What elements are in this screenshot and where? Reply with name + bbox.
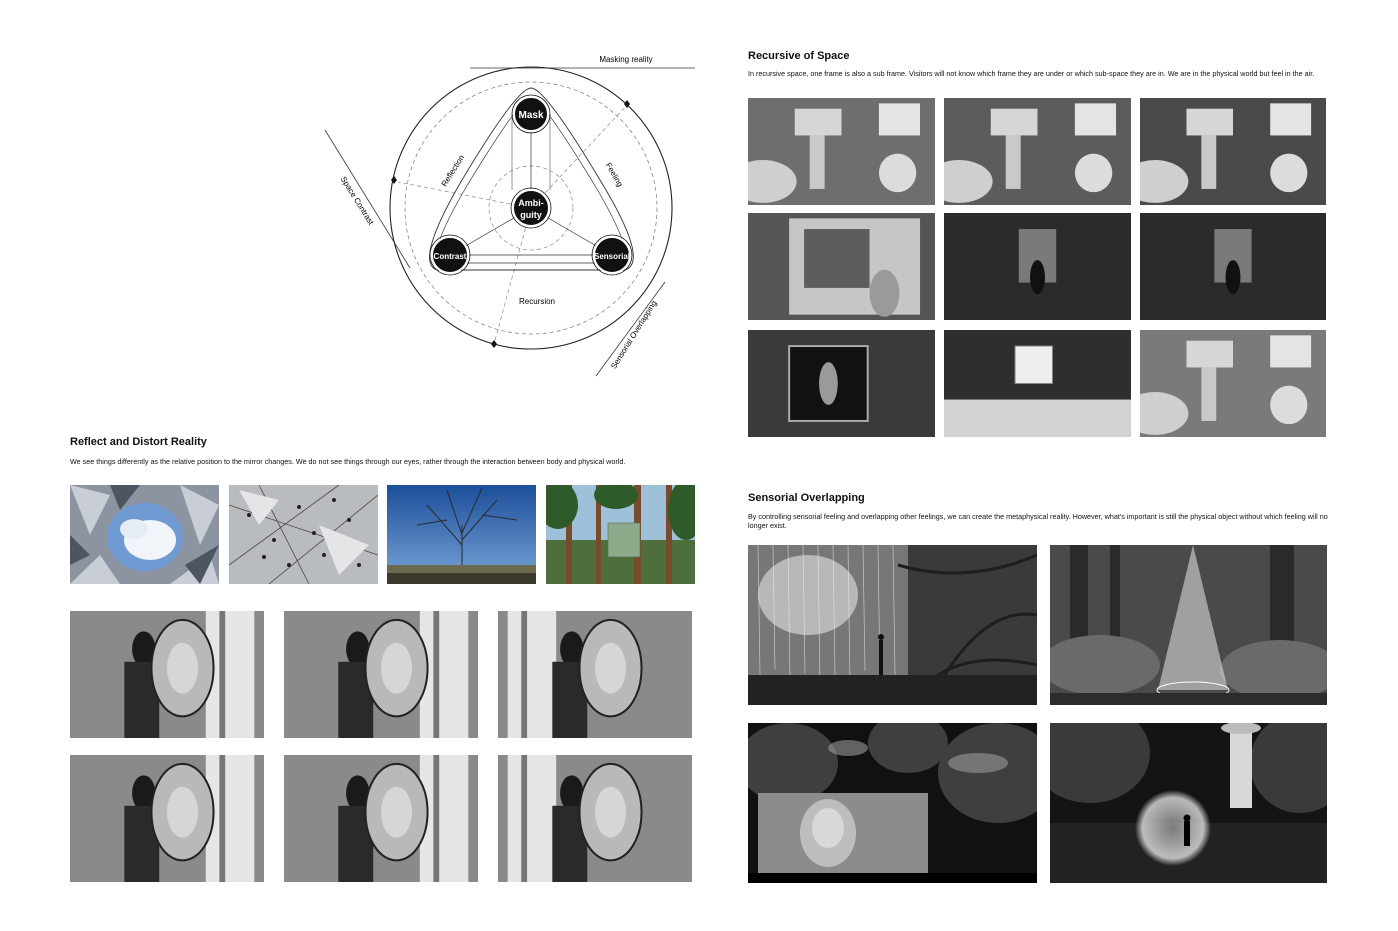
mirror-floor-crowd-photo [229,485,378,584]
reflect-title: Reflect and Distort Reality [70,436,207,448]
recursive-photo [1140,330,1326,437]
sensorial-overlapping-label: Sensorial Overlapping [609,299,658,371]
outer-circle [389,66,673,350]
feeling-label: Feeling [604,161,625,188]
contrast-label: Contrast [434,252,467,261]
recursive-photo [1140,98,1326,205]
recursive-photo [944,213,1131,320]
jungle-projection-photo [748,723,1037,883]
recursive-photo [748,98,935,205]
mirror-woman-photo [70,755,264,882]
mirror-woman-photo [284,755,478,882]
masking-reality-label: Masking reality [599,55,652,64]
waterfall-light-orb-photo [1050,723,1327,883]
recursion-label: Recursion [519,297,555,306]
mirror-sculpture-photo [70,485,219,584]
mirror-tree-blue-sky-photo [387,485,536,584]
recursive-photo [748,330,935,437]
recursive-photo [748,213,935,320]
mirror-woman-photo [284,611,478,738]
mirror-cube-forest-photo [546,485,695,584]
recursive-description: In recursive space, one frame is also a … [748,69,1315,78]
sensorial-label: Sensorial [594,252,630,261]
contrast-node [431,236,469,274]
sensorial-description: By controlling sensorial feeling and ove… [748,512,1328,530]
mask-node [513,96,549,132]
reflect-description: We see things differently as the relativ… [70,457,626,466]
recursive-title: Recursive of Space [748,50,850,62]
recursive-photo [944,98,1131,205]
mirror-woman-photo [70,611,264,738]
concept-diagram: Mask Ambi- guity Contrast Sensorial Refl… [324,55,695,377]
mirror-woman-photo [498,755,692,882]
recursive-photo [1140,213,1326,320]
sensorial-node [593,236,631,274]
light-cone-forest-photo [1050,545,1327,705]
mirror-woman-photo [498,611,692,738]
ambiguity-label-2: guity [520,210,542,220]
recursive-photo [944,330,1131,437]
reflection-label: Reflection [440,153,466,188]
ambiguity-label-1: Ambi- [518,198,544,208]
mask-label: Mask [518,110,543,121]
sensorial-title: Sensorial Overlapping [748,492,865,504]
rain-room-forest-photo [748,545,1037,705]
ambiguity-node [512,189,550,227]
